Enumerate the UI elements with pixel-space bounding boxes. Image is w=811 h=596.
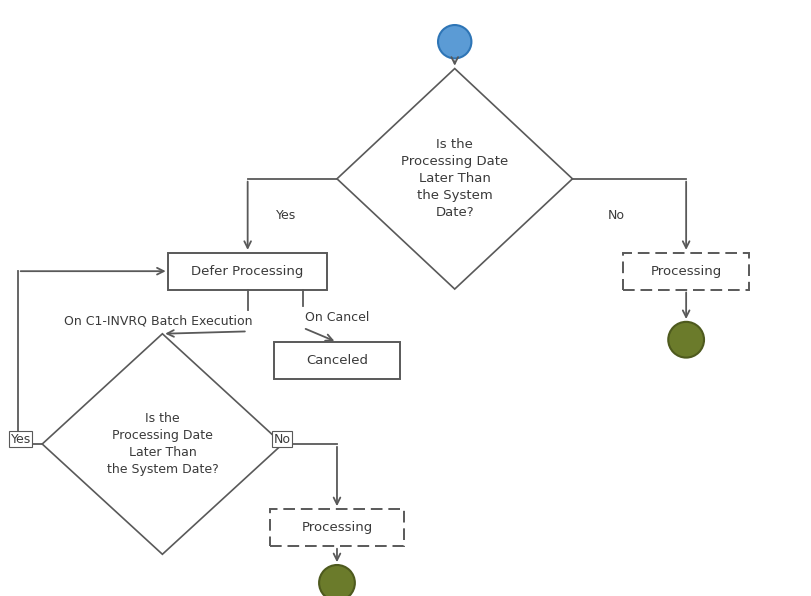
Polygon shape [42, 334, 282, 554]
Text: On C1-INVRQ Batch Execution: On C1-INVRQ Batch Execution [64, 314, 252, 327]
Text: Processing: Processing [301, 521, 372, 534]
Bar [623, 253, 749, 290]
Text: Yes: Yes [276, 209, 296, 222]
Bar [169, 253, 326, 290]
Text: Defer Processing: Defer Processing [191, 265, 303, 278]
Bar [269, 509, 404, 546]
Text: Yes: Yes [11, 433, 31, 446]
Bar [274, 342, 399, 379]
Polygon shape [337, 69, 572, 289]
Text: Canceled: Canceled [306, 354, 367, 367]
Ellipse shape [667, 322, 703, 358]
Text: Is the
Processing Date
Later Than
the System Date?: Is the Processing Date Later Than the Sy… [106, 412, 218, 476]
Text: Is the
Processing Date
Later Than
the System
Date?: Is the Processing Date Later Than the Sy… [401, 138, 508, 219]
Text: No: No [273, 433, 290, 446]
Text: No: No [607, 209, 624, 222]
Ellipse shape [437, 25, 471, 58]
Ellipse shape [319, 565, 354, 596]
Text: Processing: Processing [650, 265, 721, 278]
Text: On Cancel: On Cancel [304, 311, 369, 324]
